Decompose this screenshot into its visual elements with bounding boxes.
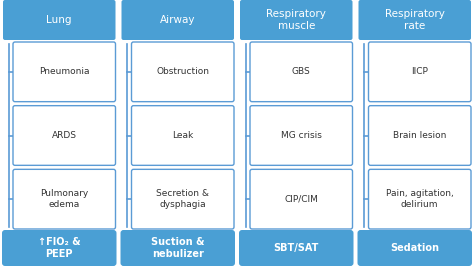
FancyBboxPatch shape bbox=[240, 0, 353, 40]
FancyBboxPatch shape bbox=[120, 230, 235, 266]
FancyBboxPatch shape bbox=[131, 42, 234, 102]
Text: Sedation: Sedation bbox=[390, 243, 439, 253]
FancyBboxPatch shape bbox=[368, 169, 471, 229]
Text: Pneumonia: Pneumonia bbox=[39, 67, 90, 76]
Text: ARDS: ARDS bbox=[52, 131, 77, 140]
Text: Suction &
nebulizer: Suction & nebulizer bbox=[151, 237, 204, 259]
FancyBboxPatch shape bbox=[358, 0, 471, 40]
FancyBboxPatch shape bbox=[250, 169, 353, 229]
FancyBboxPatch shape bbox=[131, 169, 234, 229]
Text: Pulmonary
edema: Pulmonary edema bbox=[40, 189, 88, 209]
Text: CIP/CIM: CIP/CIM bbox=[284, 195, 318, 204]
Text: Secretion &
dysphagia: Secretion & dysphagia bbox=[156, 189, 209, 209]
FancyBboxPatch shape bbox=[239, 230, 354, 266]
Text: Respiratory
muscle: Respiratory muscle bbox=[266, 9, 326, 31]
FancyBboxPatch shape bbox=[250, 42, 353, 102]
FancyBboxPatch shape bbox=[3, 0, 116, 40]
FancyBboxPatch shape bbox=[250, 106, 353, 165]
Text: GBS: GBS bbox=[292, 67, 310, 76]
FancyBboxPatch shape bbox=[13, 169, 116, 229]
FancyBboxPatch shape bbox=[368, 42, 471, 102]
FancyBboxPatch shape bbox=[13, 42, 116, 102]
FancyBboxPatch shape bbox=[357, 230, 472, 266]
Text: Airway: Airway bbox=[160, 15, 195, 25]
FancyBboxPatch shape bbox=[131, 106, 234, 165]
Text: SBT/SAT: SBT/SAT bbox=[273, 243, 319, 253]
FancyBboxPatch shape bbox=[121, 0, 234, 40]
Text: Respiratory
rate: Respiratory rate bbox=[385, 9, 445, 31]
FancyBboxPatch shape bbox=[368, 106, 471, 165]
Text: Leak: Leak bbox=[172, 131, 193, 140]
Text: Pain, agitation,
delirium: Pain, agitation, delirium bbox=[386, 189, 454, 209]
Text: Lung: Lung bbox=[46, 15, 72, 25]
Text: IICP: IICP bbox=[411, 67, 428, 76]
Text: Brain lesion: Brain lesion bbox=[393, 131, 447, 140]
Text: MG crisis: MG crisis bbox=[281, 131, 322, 140]
Text: ↑FIO₂ &
PEEP: ↑FIO₂ & PEEP bbox=[38, 237, 81, 259]
FancyBboxPatch shape bbox=[13, 106, 116, 165]
Text: Obstruction: Obstruction bbox=[156, 67, 209, 76]
FancyBboxPatch shape bbox=[2, 230, 117, 266]
